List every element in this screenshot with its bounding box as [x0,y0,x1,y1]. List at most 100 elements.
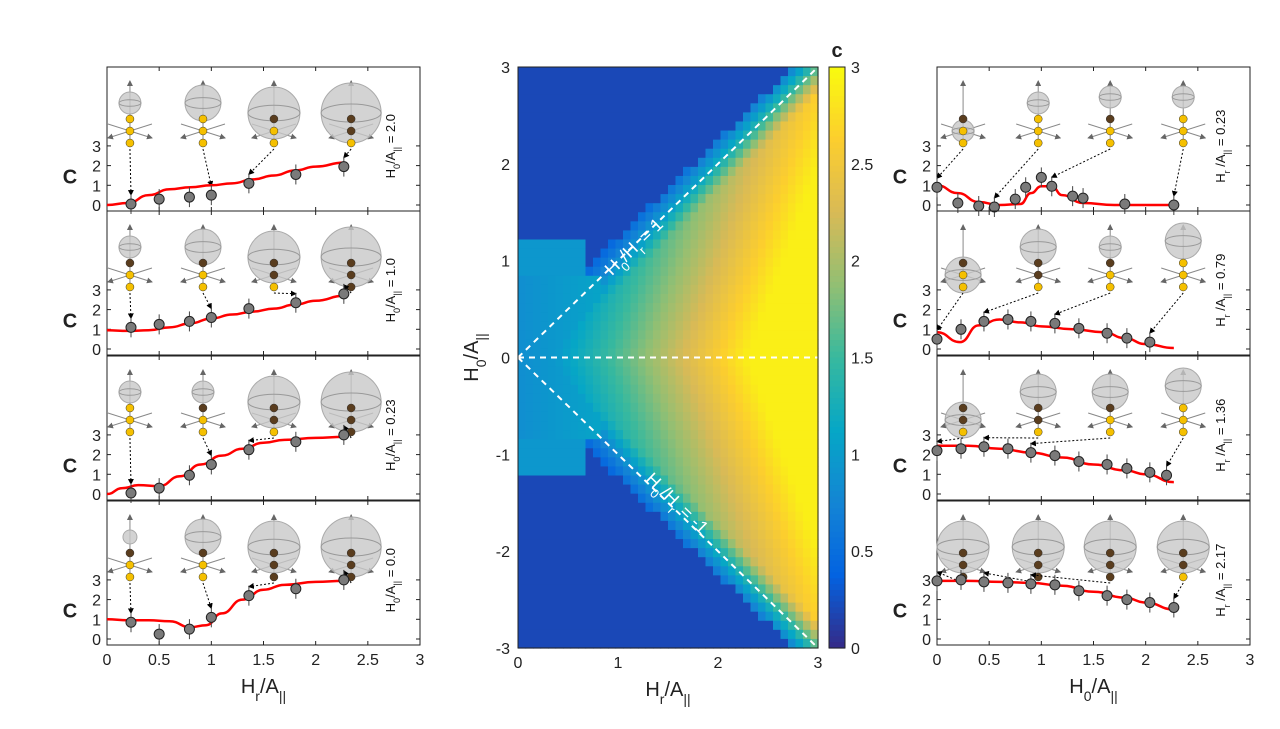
dashed-line-h0-eq-minus-hr [517,356,819,649]
heatmap-cell [743,185,752,195]
heatmap-cell [630,638,639,649]
heatmap-cell [533,321,542,331]
heatmap-cell [773,375,782,386]
panel-label: Hr /A|| = 1.36 [1213,399,1232,472]
data-point [153,193,165,205]
colorbar-segment [829,357,845,364]
heatmap-cell [548,575,557,586]
heatmap-cell [698,275,707,286]
heatmap-cell [645,421,654,431]
heatmap-cell [803,520,812,531]
heatmap-cell [548,584,557,595]
heatmap-cell [653,139,662,150]
heatmap-cell [660,312,669,322]
heatmap-cell [690,602,699,613]
heatmap-cell [713,221,722,232]
heatmap-cell [638,493,647,504]
heatmap-cell [780,593,789,604]
heatmap-cell [728,593,737,604]
heatmap-cell [623,557,632,567]
heatmap-cell [585,239,594,250]
heatmap-cell [780,139,789,150]
heatmap-cell [735,221,744,232]
heatmap-cell [645,230,654,241]
text-part: H [1213,462,1228,471]
heatmap-cell [743,629,752,640]
y-tick-label: 0 [922,342,931,359]
data-point [205,311,217,323]
heatmap-cell [615,475,624,486]
heatmap-cell [548,466,557,477]
heatmap-cell [540,284,549,295]
heatmap-cell [698,130,707,141]
heatmap-cell [525,393,534,404]
heatmap-cell [570,348,579,359]
spin-dot [1105,270,1115,280]
heatmap-cell [653,421,662,431]
heatmap-cell [653,166,662,177]
heatmap-cell [803,611,812,622]
heatmap-cell [608,466,617,477]
heatmap-cell [615,448,624,458]
spin-dot [269,126,279,136]
colorbar-tick-label: 1 [851,447,860,464]
heatmap-cell [540,266,549,277]
heatmap-cell [660,393,669,404]
heatmap-cell [638,67,647,77]
spin-dot [198,138,208,148]
heatmap-cell [630,330,639,340]
heatmap-cell [765,448,774,458]
heatmap-cell [653,103,662,113]
heatmap-cell [653,348,662,359]
heatmap-cell [668,421,677,431]
heatmap-cell [563,402,572,413]
heatmap-cell [540,529,549,540]
heatmap-cell [593,293,602,304]
heatmap-cell [518,366,527,377]
plot-frame [936,210,1251,356]
heatmap-cell [720,175,729,186]
y-tick-label: 1 [92,467,101,484]
heatmap-cell [600,384,609,395]
heatmap-cell [518,602,527,613]
heatmap-cell [675,230,684,241]
heatmap-cell [795,366,804,377]
heatmap-cell [548,393,557,404]
pointer-arrow [343,284,352,294]
spin-dot [346,138,356,148]
heatmap-cell [533,166,542,177]
heatmap-cell [540,203,549,213]
heatmap-cell [638,502,647,513]
heatmap-cell [698,520,707,531]
heatmap-cell [675,484,684,495]
heatmap-cell [660,384,669,395]
heatmap-cell [653,157,662,168]
heatmap-cell [653,430,662,440]
heatmap-cell [780,411,789,422]
spin-dot [269,114,279,124]
heatmap-cell [713,638,722,649]
heatmap-cell [765,439,774,449]
heatmap-cell [750,212,759,222]
heatmap-cell [810,148,819,159]
heatmap-cell [578,221,587,232]
heatmap-cell [735,430,744,440]
heatmap-cell [570,575,579,586]
heatmap-cell [713,548,722,558]
heatmap-cell [585,212,594,222]
colorbar-segment [829,305,845,312]
heatmap-cell [540,575,549,586]
heatmap-cell [548,411,557,422]
heatmap-cell [638,166,647,177]
heatmap-cell [593,157,602,168]
heatmap-cell [713,339,722,350]
heatmap-cell [540,185,549,195]
heatmap-cell [540,357,549,368]
colorbar-segment [829,560,845,568]
heatmap-cell [803,157,812,168]
heatmap-cell [803,175,812,186]
heatmap-cell [750,402,759,413]
heatmap-cell [720,557,729,567]
heatmap-cell [795,76,804,86]
heatmap-cell [690,448,699,458]
